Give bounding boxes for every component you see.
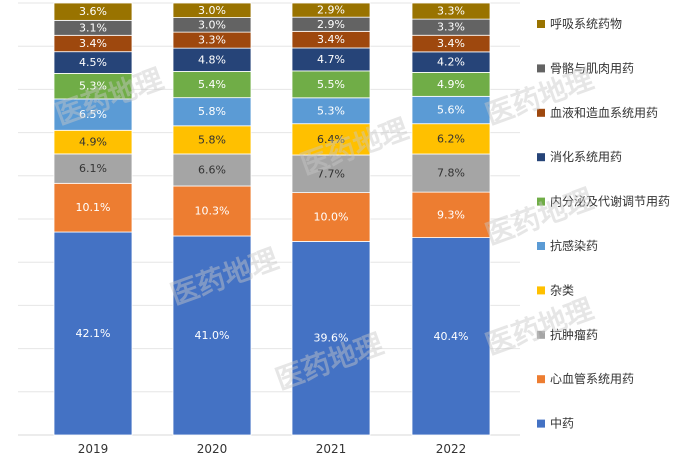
bar-segment <box>291 154 371 194</box>
bar-segment <box>172 153 252 187</box>
bar-segment <box>411 95 491 125</box>
data-label: 3.4% <box>437 37 465 50</box>
bar-segment <box>172 185 252 237</box>
data-label: 6.4% <box>317 133 345 146</box>
data-label: 39.6% <box>314 332 349 345</box>
bar-segment <box>291 70 371 99</box>
x-axis: 2019 2020 2021 2022 <box>78 442 467 456</box>
x-tick-label: 2021 <box>316 442 347 456</box>
bar-segment <box>172 2 252 18</box>
legend-swatch <box>537 20 545 28</box>
data-label: 3.1% <box>79 21 107 34</box>
bar-segment <box>172 97 252 127</box>
data-label: 5.8% <box>198 133 226 146</box>
data-label: 10.0% <box>314 211 349 224</box>
bar-segment <box>53 182 133 233</box>
x-tick-label: 2020 <box>197 442 228 456</box>
bar-segment <box>53 2 133 21</box>
data-label: 3.0% <box>198 4 226 17</box>
legend-label: 杂类 <box>550 283 574 297</box>
data-label: 6.6% <box>198 163 226 176</box>
data-label: 3.6% <box>79 5 107 18</box>
data-label: 2.9% <box>317 18 345 31</box>
legend-label: 心血管系统用药 <box>550 371 634 386</box>
data-label: 10.3% <box>195 204 230 217</box>
legend-swatch <box>537 108 545 117</box>
legend-label: 血液和造血系统用药 <box>550 105 658 120</box>
data-label: 5.5% <box>317 78 345 91</box>
legend: 呼吸系统药物骨骼与肌肉用药血液和造血系统用药消化系统用药内分泌及代谢调节用药抗感… <box>537 17 670 431</box>
data-label: 4.8% <box>198 53 226 66</box>
legend-label: 抗肿瘤药 <box>550 327 598 342</box>
legend-label: 骨骼与肌肉用药 <box>550 60 634 75</box>
bar-segment <box>172 125 252 155</box>
legend-label: 内分泌及代谢调节用药 <box>550 194 670 209</box>
legend-label: 抗感染药 <box>550 238 598 253</box>
data-label: 4.9% <box>437 78 465 91</box>
legend-swatch <box>537 64 545 73</box>
data-label: 4.7% <box>317 53 345 66</box>
data-label: 3.3% <box>437 21 465 34</box>
data-label: 40.4% <box>434 330 469 343</box>
watermark: 医药地理 <box>481 62 598 131</box>
data-label: 3.4% <box>317 33 345 46</box>
data-label: 5.4% <box>198 78 226 91</box>
bar-segment <box>53 231 133 436</box>
bars: 42.1% 10.1% 6.1% 4.9% 6.5% 5.3% 4.5% 3.4% 3.1% 3.… <box>53 2 491 436</box>
data-label: 41.0% <box>195 329 230 342</box>
legend-swatch <box>537 419 545 428</box>
data-label: 42.1% <box>76 327 111 340</box>
bar-segment <box>411 191 491 238</box>
data-label: 7.7% <box>317 167 345 180</box>
data-label: 5.6% <box>437 104 465 117</box>
legend-swatch <box>537 330 545 339</box>
data-label: 9.3% <box>437 208 465 221</box>
legend-swatch <box>537 153 545 162</box>
data-label: 5.8% <box>198 105 226 118</box>
data-label: 3.3% <box>198 34 226 47</box>
bar-segment <box>53 153 133 184</box>
data-label: 6.1% <box>79 162 107 175</box>
data-label: 4.5% <box>79 56 107 69</box>
x-tick-label: 2019 <box>78 442 109 456</box>
legend-swatch <box>537 286 545 295</box>
legend-label: 消化系统用药 <box>550 150 622 164</box>
data-label: 3.3% <box>437 5 465 18</box>
bar-segment <box>411 153 491 193</box>
bar-segment <box>291 2 371 18</box>
legend-label: 中药 <box>550 416 574 431</box>
bar-segment <box>291 192 371 242</box>
data-label: 4.9% <box>79 136 107 149</box>
data-label: 4.2% <box>437 56 465 69</box>
bar-segment <box>411 2 491 20</box>
bar-segment <box>172 235 252 436</box>
legend-label: 呼吸系统药物 <box>550 17 622 31</box>
legend-swatch <box>537 242 545 250</box>
bar-segment <box>291 97 371 125</box>
data-label: 3.4% <box>79 37 107 50</box>
data-label: 5.3% <box>317 104 345 117</box>
data-label: 6.5% <box>79 108 107 121</box>
legend-swatch <box>537 375 545 384</box>
bar-segment <box>291 241 371 436</box>
legend-swatch <box>537 197 545 206</box>
x-tick-label: 2022 <box>436 442 467 456</box>
data-label: 7.8% <box>437 167 465 180</box>
bar-segment <box>53 98 133 131</box>
data-label: 5.3% <box>79 80 107 93</box>
data-label: 6.2% <box>437 132 465 145</box>
data-label: 3.0% <box>198 18 226 31</box>
data-label: 10.1% <box>76 201 111 214</box>
bar-segment <box>53 72 133 100</box>
watermark: 医药地理 <box>481 292 598 361</box>
data-label: 2.9% <box>317 4 345 17</box>
